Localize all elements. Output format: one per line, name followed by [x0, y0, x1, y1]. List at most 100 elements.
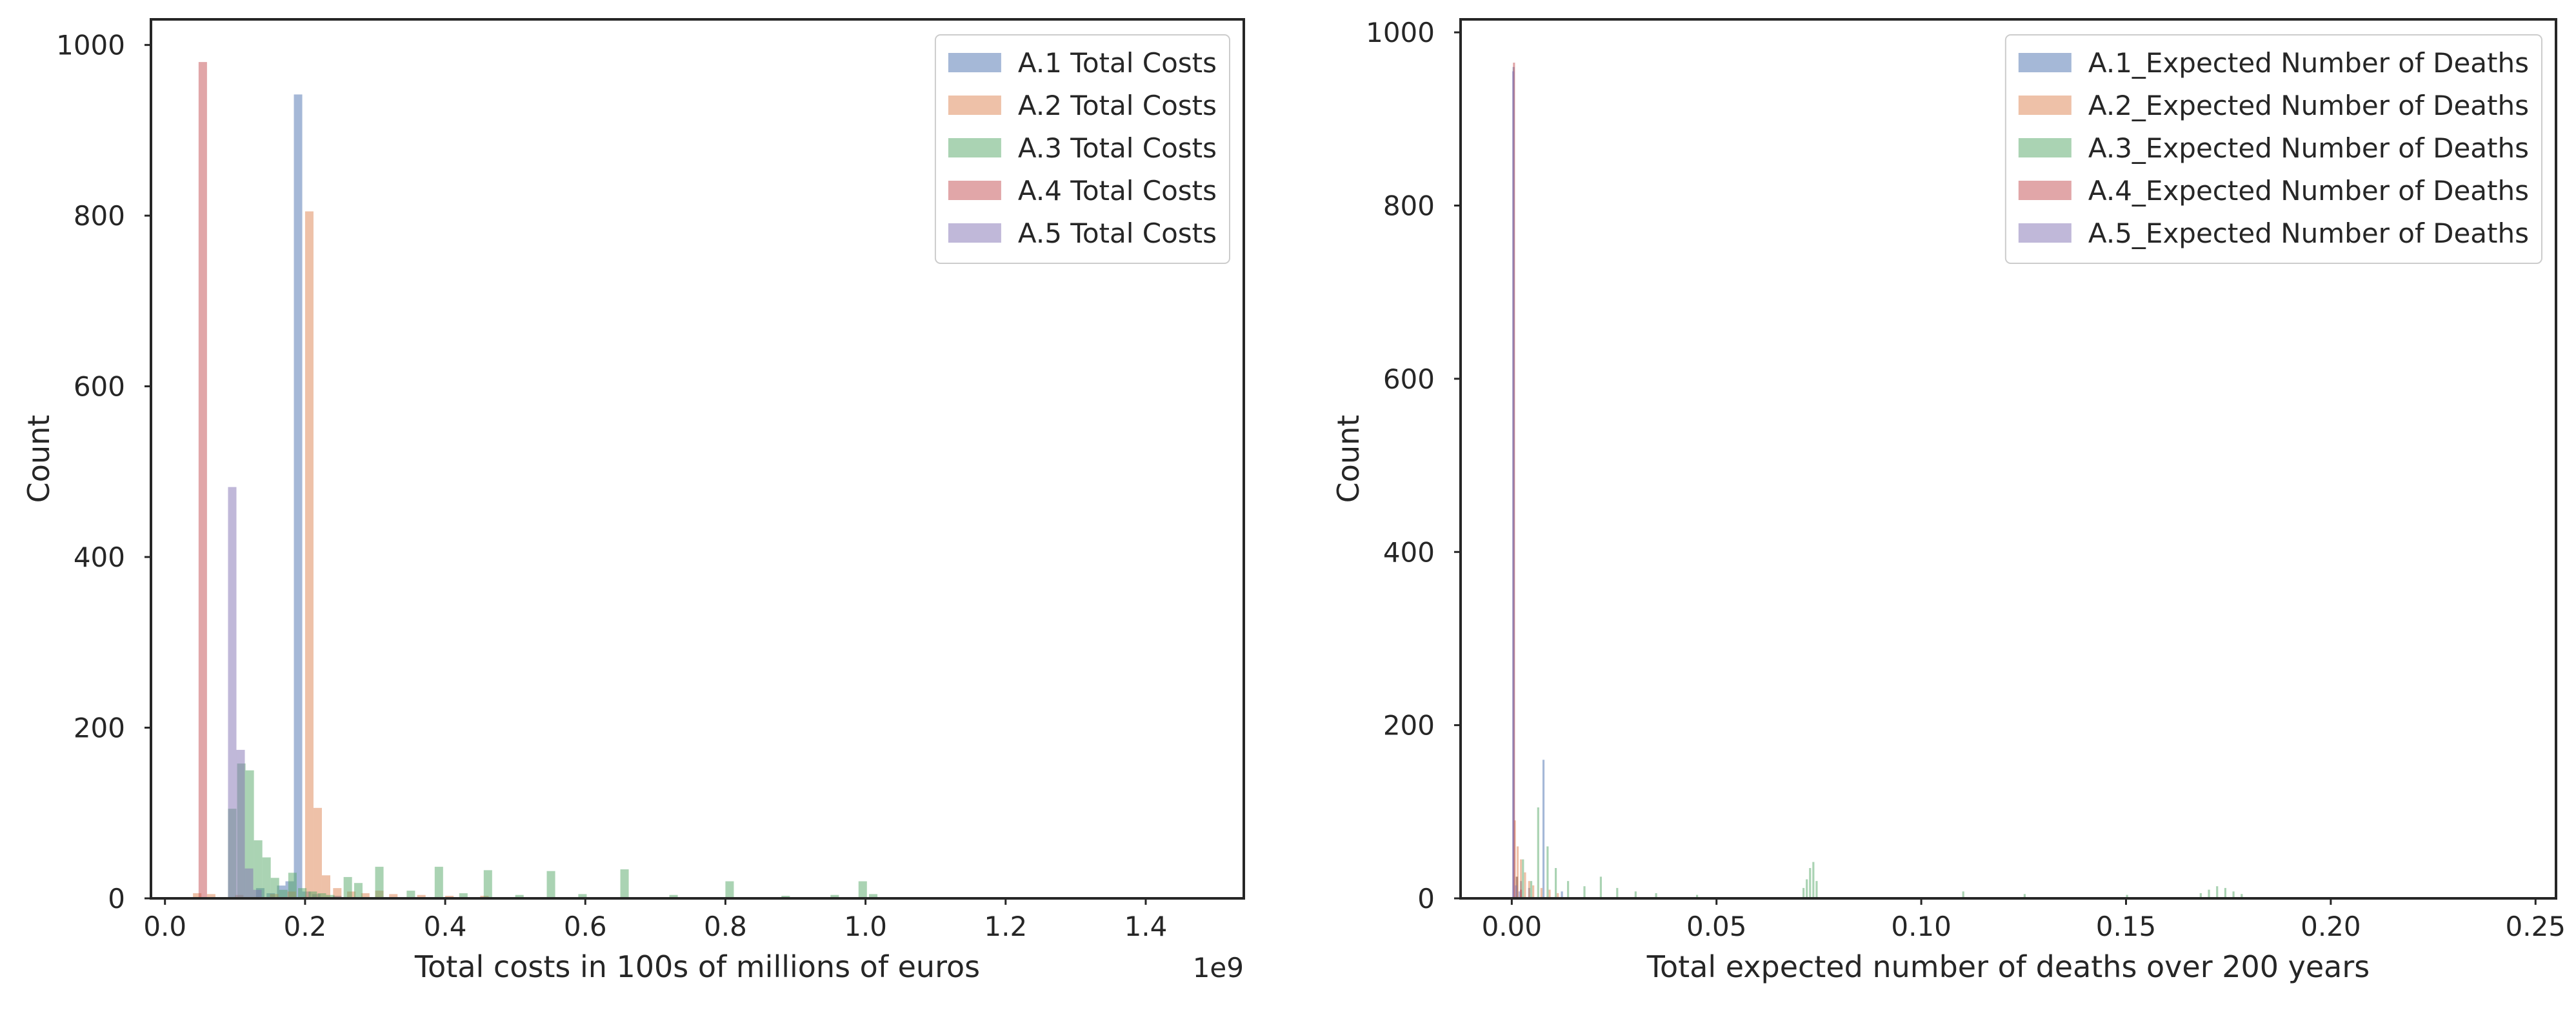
- chart-0-s3-bar-9: [298, 888, 307, 898]
- chart-0-s2-bar-2: [206, 894, 215, 898]
- chart-1-legend-label-5: A.5_Expected Number of Deaths: [2088, 217, 2529, 249]
- chart-0-s2-bar-8: [321, 875, 330, 898]
- chart-0-s3-bar-22: [578, 894, 587, 898]
- chart-0-s3-bar-6: [270, 878, 279, 898]
- chart-1-s3-bar-21: [2126, 894, 2128, 898]
- chart-1-s3-bar-9: [1599, 876, 1602, 898]
- chart-0-xtick-label-4: 0.6: [564, 911, 607, 942]
- chart-1-axes-frame: [1459, 18, 2557, 900]
- chart-1-s2-bar-9: [1557, 893, 1559, 898]
- chart-0-s3-bar-10: [308, 891, 317, 898]
- chart-1-s3-bar-3: [1530, 881, 1533, 898]
- chart-1-legend-swatch-2: [2018, 96, 2072, 115]
- chart-0-s3-bar-24: [669, 894, 678, 898]
- chart-1-s3-bar-13: [1695, 894, 1699, 898]
- chart-0-s3-bar-17: [434, 867, 443, 898]
- chart-1-legend-swatch-1: [2018, 53, 2072, 72]
- chart-1-s2-bar-6: [1532, 885, 1535, 898]
- chart-1-legend-label-2: A.2_Expected Number of Deaths: [2088, 90, 2529, 121]
- chart-0-ytick-label-5: 800: [74, 200, 125, 232]
- chart-1-x-axis-label: Total expected number of deaths over 200…: [1646, 949, 2370, 984]
- chart-0-s3-bar-12: [326, 894, 335, 898]
- chart-0-series-4: [198, 62, 207, 899]
- chart-1-ytick-label-6: 1000: [1366, 17, 1435, 48]
- chart-1-legend: A.1_Expected Number of Deaths A.2_Expecte…: [2004, 34, 2542, 264]
- chart-1-s5-bar-2: [1515, 885, 1517, 898]
- chart-0-legend-label-3: A.3 Total Costs: [1018, 132, 1217, 164]
- chart-0-xtick-label-2: 0.2: [283, 911, 326, 942]
- chart-1-legend-swatch-3: [2018, 138, 2072, 157]
- chart-0-ytick-label-6: 1000: [56, 30, 125, 61]
- chart-1-ytick-label-3: 400: [1383, 536, 1435, 568]
- chart-1-s3-bar-26: [2232, 891, 2235, 898]
- chart-1-s2-bar-5: [1528, 881, 1530, 898]
- chart-1-s3-bar-7: [1567, 881, 1570, 898]
- chart-0-y-axis-label: Count: [21, 415, 56, 503]
- chart-0-s2-bar-9: [333, 888, 342, 898]
- chart-0-s3-bar-18: [459, 893, 468, 898]
- chart-0-legend-swatch-5: [948, 223, 1001, 243]
- chart-0-s5-bar-3: [245, 868, 254, 898]
- chart-1-s2-bar-3: [1520, 859, 1523, 898]
- chart-1-s3-bar-17: [1812, 862, 1815, 898]
- chart-0-s3-bar-7: [279, 889, 288, 898]
- chart-1-ytick-label-4: 600: [1383, 363, 1435, 395]
- costs-histogram-panel: 0.0 0.2 0.4 0.6 0.8 1.0 1.2 1.4 0 200 400 600 800 100…: [21, 18, 1245, 984]
- chart-1-legend-box: [2004, 34, 2542, 264]
- chart-1-s3-bar-4: [1537, 807, 1539, 898]
- chart-0-ytick-label-3: 400: [74, 541, 125, 573]
- chart-0-s3-bar-4: [254, 840, 263, 898]
- chart-0-legend: A.1 Total Costs A.2 Total Costs A.3 Total …: [934, 34, 1230, 264]
- chart-1-legend-label-4: A.4_Expected Number of Deaths: [2088, 175, 2529, 207]
- chart-1-s5-bar-3: [1518, 891, 1521, 898]
- chart-0-bars: [193, 62, 878, 899]
- chart-1-s3-bar-12: [1655, 893, 1657, 898]
- chart-0-s3-bar-29: [869, 894, 878, 898]
- chart-0-ytick-label-1: 0: [108, 883, 125, 914]
- chart-0-s3-bar-20: [515, 894, 524, 898]
- chart-1-s2-bar-7: [1540, 887, 1543, 898]
- chart-1-s2-bar-4: [1524, 872, 1526, 898]
- chart-0-xtick-label-5: 0.8: [704, 911, 747, 942]
- chart-1-s2-bar-2: [1516, 846, 1519, 898]
- chart-1-s3-bar-5: [1546, 846, 1549, 898]
- chart-0-s3-bar-25: [725, 881, 734, 898]
- chart-0-legend-swatch-3: [948, 138, 1001, 157]
- chart-1-xtick-label-6: 0.25: [2506, 911, 2566, 942]
- chart-0-s3-bar-5: [262, 857, 271, 898]
- chart-0-x-offset-label: 1e9: [1193, 952, 1244, 984]
- chart-0-s1-bar-5: [294, 94, 303, 898]
- chart-1-s3-bar-27: [2241, 894, 2243, 898]
- chart-0-legend-label-5: A.5 Total Costs: [1018, 217, 1217, 249]
- chart-1-xtick-label-2: 0.05: [1686, 911, 1747, 942]
- chart-1-s1-bar-4: [1542, 760, 1545, 898]
- chart-0-xtick-label-7: 1.2: [984, 911, 1027, 942]
- chart-1-ytick-label-2: 200: [1383, 710, 1435, 742]
- chart-1-legend-label-1: A.1_Expected Number of Deaths: [2088, 47, 2529, 79]
- chart-0-legend-label-1: A.1 Total Costs: [1018, 47, 1217, 79]
- chart-1-s3-bar-10: [1616, 887, 1619, 898]
- chart-1-ytick-label-1: 0: [1417, 883, 1435, 914]
- chart-0-x-axis-label: Total costs in 100s of millions of euros: [414, 949, 980, 984]
- chart-1-xtick-label-5: 0.20: [2301, 911, 2361, 942]
- chart-1-s1-bar-5: [1561, 891, 1563, 898]
- chart-1-s3-bar-20: [2023, 894, 2026, 898]
- chart-0-series-5: [228, 487, 262, 898]
- chart-1-s3-bar-22: [2199, 893, 2202, 898]
- chart-1-xtick-label-4: 0.15: [2096, 911, 2157, 942]
- chart-0-ytick-label-4: 600: [74, 371, 125, 403]
- chart-1-series-3: [1515, 807, 2243, 898]
- chart-0-s2-bar-1: [193, 893, 202, 898]
- chart-0-s2-bar-14: [417, 894, 426, 898]
- chart-0-s5-bar-1: [228, 487, 237, 898]
- chart-1-s5-bar-1: [1512, 71, 1515, 898]
- chart-0-s3-bar-16: [406, 891, 415, 898]
- chart-1-legend-swatch-5: [2018, 223, 2072, 243]
- chart-1-s3-bar-6: [1555, 868, 1557, 898]
- chart-1-series-5: [1512, 71, 1521, 898]
- chart-0-s5-bar-4: [253, 889, 262, 898]
- chart-1-s3-bar-25: [2224, 887, 2227, 898]
- chart-1-xtick-label-1: 0.00: [1482, 911, 1543, 942]
- chart-1-s3-bar-8: [1583, 886, 1586, 898]
